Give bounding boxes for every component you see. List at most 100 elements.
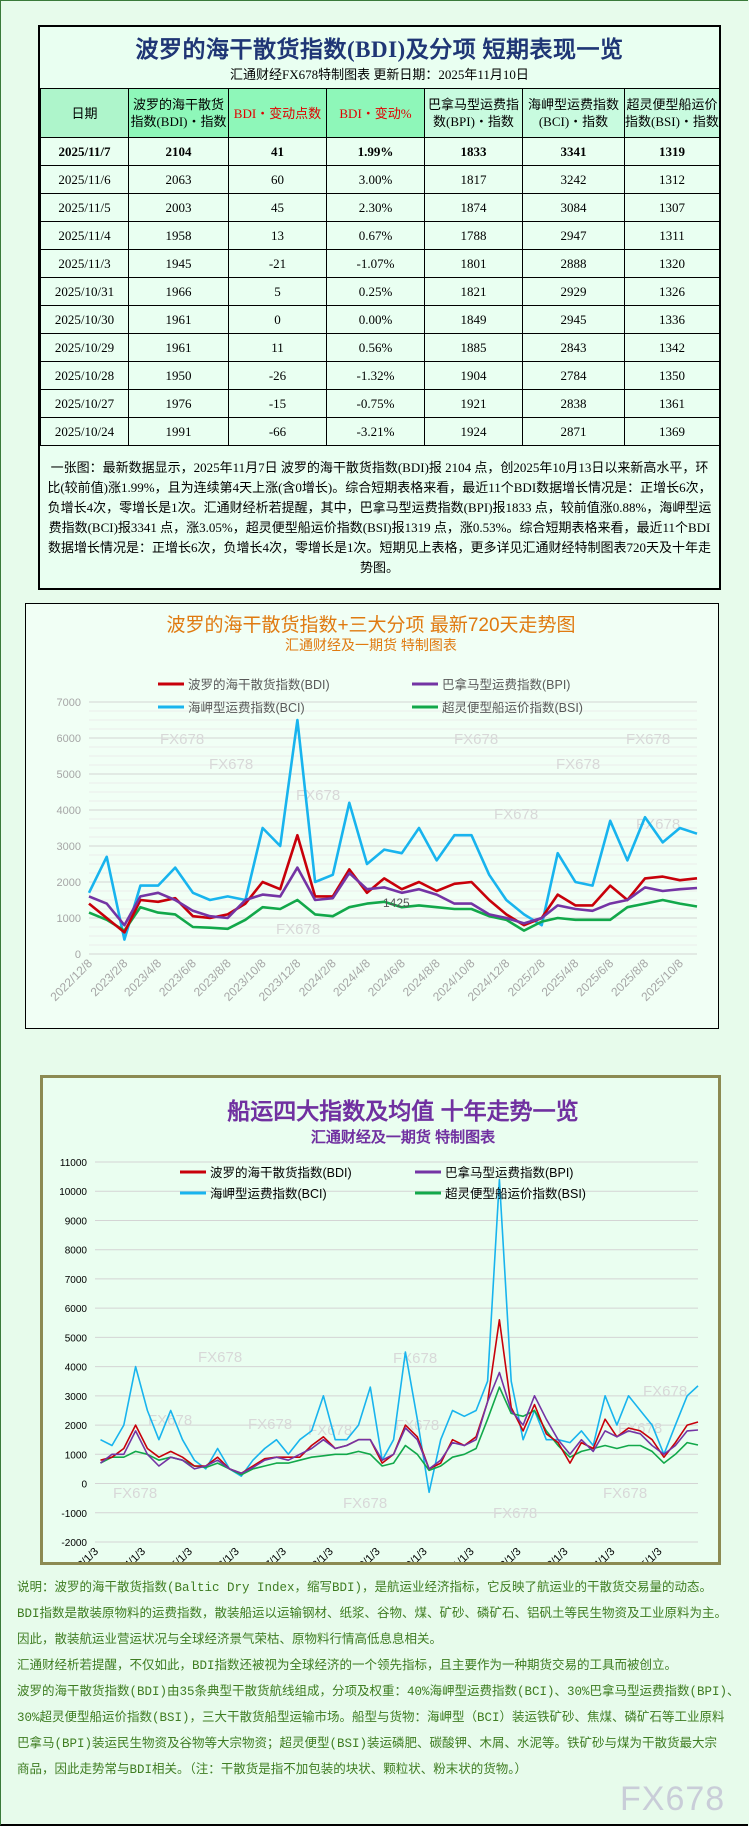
cell-bpi: 1821 [424,277,523,306]
table-row: 2025/11/4 1958 13 0.67% 1788 2947 1311 [40,221,720,250]
cell-bpi: 1801 [424,249,523,278]
y-tick-label: 9000 [65,1216,88,1227]
cell-bdi-change-points: 45 [228,193,327,222]
fx678-logo: FX678 [620,1780,726,1818]
watermark: FX678 [493,1505,537,1522]
cell-bpi: 1874 [424,193,523,222]
cell-bdi-change-pct: 0.00% [326,305,425,334]
chart-subtitle: 汇通财经及一期货 特制图表 [311,1128,496,1146]
x-tick-label: 2014/1/3 [109,1546,148,1562]
table-row: 2025/10/31 1966 5 0.25% 1821 2929 1326 [40,277,720,306]
cell-bsi: 1361 [624,389,720,418]
cell-bdi-change-pct: 3.00% [326,165,425,194]
cell-bdi-change-pct: -3.21% [326,417,425,446]
cell-bdi: 1966 [128,277,229,306]
x-tick-label: 2021/1/3 [438,1546,477,1562]
cell-bdi-change-pct: 1.99% [326,137,425,166]
cell-bdi-change-pct: 0.25% [326,277,425,306]
series-line-bci [87,718,698,941]
cell-bpi: 1885 [424,333,523,362]
watermark: FX678 [276,921,320,938]
description-line: 说明：波罗的海干散货指数(Baltic Dry Index，缩写BDI)，是航运… [17,1581,713,1595]
cell-bci: 2784 [522,361,625,390]
cell-bsi: 1319 [624,137,720,166]
cell-bdi-change-pct: 0.56% [326,333,425,362]
header-bdi-change-pct: BDI・变动% [326,88,425,138]
x-tick-label: 2024/4/8 [330,956,373,999]
cell-date: 2025/11/4 [40,221,129,250]
table-row: 2025/11/7 2104 41 1.99% 1833 3341 1319 [40,137,720,166]
cell-bdi-change-pct: -0.75% [326,389,425,418]
cell-bdi: 1961 [128,305,229,334]
cell-bdi: 1945 [128,249,229,278]
cell-bdi-change-pct: -1.32% [326,361,425,390]
cell-bdi: 1950 [128,361,229,390]
table-row: 2025/11/6 2063 60 3.00% 1817 3242 1312 [40,165,720,194]
legend-label: 波罗的海干散货指数(BDI) [210,1165,352,1180]
data-label-annotation: 1425 [383,896,410,910]
series-line-bsi [88,898,698,932]
description-line: 汇通财经析若提醒，不仅如此，BDI指数还被视为全球经济的一个领先指标，且主要作为… [17,1659,678,1673]
y-tick-label: -1000 [61,1509,87,1520]
summary-text: 一张图：最新数据显示，2025年11月7日 波罗的海干散货指数(BDI)报 21… [47,460,712,575]
cell-date: 2025/11/7 [40,137,129,166]
legend-label: 波罗的海干散货指数(BDI) [188,677,330,692]
legend-label: 巴拿马型运费指数(BPI) [442,677,570,692]
table-row: 2025/10/28 1950 -26 -1.32% 1904 2784 1350 [40,361,720,390]
cell-bdi: 1991 [128,417,229,446]
cell-bdi-change-points: 0 [228,305,327,334]
x-tick-label: 2015/1/3 [156,1546,195,1562]
y-tick-label: 4000 [57,805,81,817]
watermark: FX678 [148,1412,192,1429]
x-tick-label: 2023/1/3 [532,1546,571,1562]
watermark: FX678 [308,1422,352,1439]
watermark: FX678 [160,731,204,748]
cell-bci: 2945 [522,305,625,334]
cell-date: 2025/10/30 [40,305,129,334]
y-tick-label: 2000 [57,877,81,889]
header-bdi-change-points: BDI・变动点数 [228,88,327,138]
cell-date: 2025/10/31 [40,277,129,306]
chart-ten-year: 船运四大指数及均值 十年走势一览 汇通财经及一期货 特制图表 -2000 -1000 0… [40,1075,721,1584]
x-tick-label: 2024/6/8 [365,956,408,999]
bdi-table: 日期 波罗的海干散货指数(BDI)・指数 BDI・变动点数 BDI・变动% 巴拿… [40,88,720,446]
cell-bdi-change-points: -21 [228,249,327,278]
chart-title: 船运四大指数及均值 十年走势一览 [227,1098,578,1124]
cell-bsi: 1342 [624,333,720,362]
cell-bci: 2888 [522,249,625,278]
cell-bdi: 2104 [128,137,229,166]
cell-bdi-change-points: 41 [228,137,327,166]
watermark: FX678 [626,731,670,748]
y-tick-label: 6000 [65,1304,88,1315]
cell-bsi: 1311 [624,221,720,250]
cell-bdi-change-pct: -1.07% [326,249,425,278]
cell-bsi: 1336 [624,305,720,334]
y-tick-label: 11000 [60,1158,88,1169]
watermark: FX678 [343,1495,387,1512]
header-bsi: 超灵便型船运价指数(BSI)・指数 [624,88,720,138]
series-line-bpi [100,1371,699,1475]
chart-subtitle: 汇通财经及一期货 特制图表 [285,637,457,653]
watermark: FX678 [296,787,340,804]
cell-bdi-change-points: -26 [228,361,327,390]
table-row: 2025/11/3 1945 -21 -1.07% 1801 2888 1320 [40,249,720,278]
table-row: 2025/10/30 1961 0 0.00% 1849 2945 1336 [40,305,720,334]
cell-bdi-change-points: 5 [228,277,327,306]
legend-label: 巴拿马型运费指数(BPI) [445,1165,573,1180]
table-subtitle: 汇通财经FX678特制图表 更新日期：2025年11月10日 [230,67,529,82]
watermark: FX678 [603,1485,647,1502]
watermark: FX678 [556,756,600,773]
cell-bci: 2871 [522,417,625,446]
y-tick-label: 1000 [65,1450,88,1461]
cell-bdi-change-points: 60 [228,165,327,194]
y-tick-label: 3000 [57,841,81,853]
y-tick-label: 0 [75,949,81,961]
legend-label: 超灵便型船运价指数(BSI) [442,700,583,715]
cell-bsi: 1369 [624,417,720,446]
header-bdi: 波罗的海干散货指数(BDI)・指数 [128,88,229,138]
x-tick-label: 2016/1/3 [203,1546,242,1562]
cell-bdi: 2003 [128,193,229,222]
cell-bsi: 1350 [624,361,720,390]
